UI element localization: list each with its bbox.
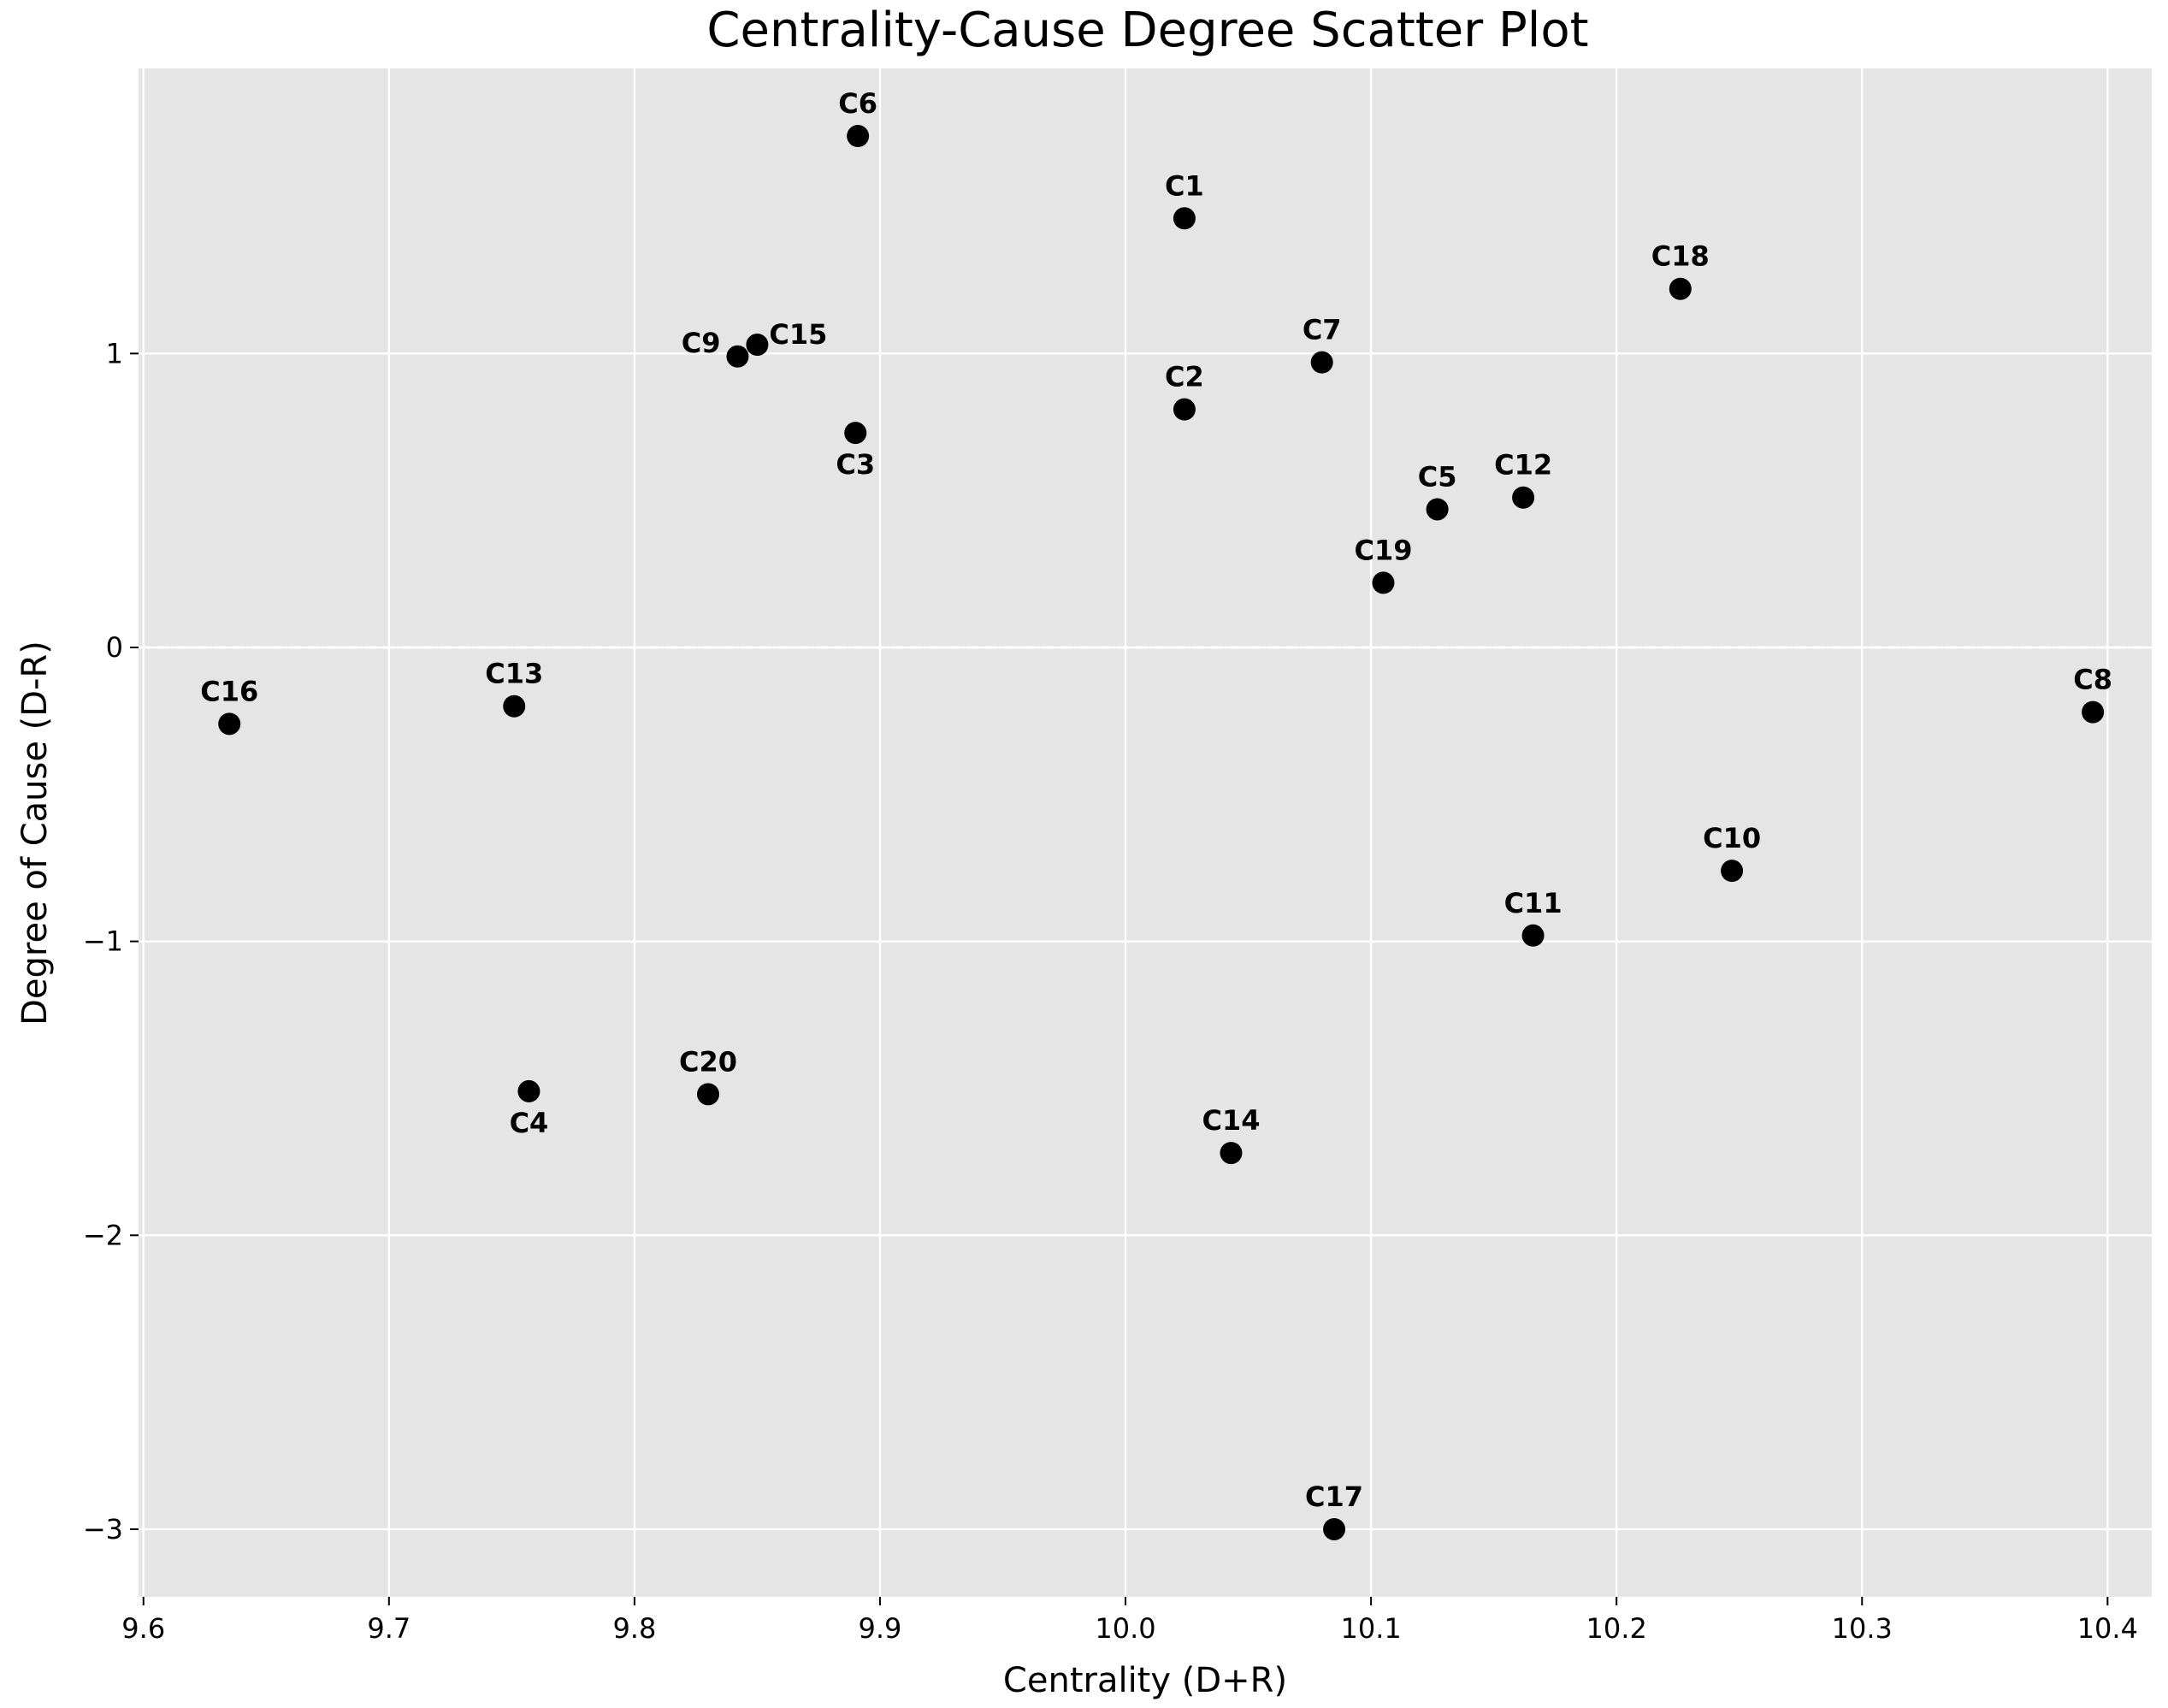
point-label-c2: C2 [1165, 361, 1204, 393]
x-tick-label: 10.1 [1340, 1612, 1401, 1645]
data-point-c6 [847, 125, 870, 148]
point-label-c5: C5 [1418, 460, 1457, 493]
data-point-c16 [218, 712, 241, 736]
point-label-c7: C7 [1303, 314, 1342, 346]
x-tick-label: 10.0 [1095, 1612, 1155, 1645]
x-tick-label: 10.4 [2077, 1612, 2138, 1645]
data-point-c18 [1669, 277, 1692, 300]
data-point-c5 [1426, 498, 1449, 521]
data-point-c11 [1521, 924, 1545, 947]
x-tick-label: 9.8 [612, 1612, 656, 1645]
data-point-c7 [1310, 351, 1333, 374]
point-label-c18: C18 [1651, 240, 1710, 273]
data-point-c10 [1721, 860, 1744, 883]
x-tick-label: 10.2 [1586, 1612, 1647, 1645]
x-tick-label: 9.9 [859, 1612, 902, 1645]
data-point-c2 [1173, 398, 1196, 421]
y-axis-label: Degree of Cause (D-R) [15, 641, 55, 1025]
data-point-c8 [2082, 700, 2105, 724]
plot-area [139, 68, 2152, 1597]
point-label-c17: C17 [1305, 1480, 1363, 1513]
point-label-c1: C1 [1165, 169, 1204, 202]
data-point-c15 [746, 334, 769, 357]
point-label-c13: C13 [485, 658, 543, 690]
data-point-c4 [517, 1079, 541, 1102]
point-label-c11: C11 [1504, 887, 1562, 919]
data-point-c13 [503, 694, 526, 718]
y-tick-label: 0 [106, 631, 123, 664]
point-label-c3: C3 [836, 448, 875, 481]
data-point-c19 [1372, 571, 1395, 594]
data-point-c17 [1323, 1517, 1346, 1540]
point-label-c16: C16 [200, 675, 258, 707]
point-label-c4: C4 [510, 1107, 549, 1139]
x-tick-label: 10.3 [1832, 1612, 1893, 1645]
data-point-c1 [1173, 207, 1196, 230]
point-label-c8: C8 [2073, 664, 2112, 696]
point-label-c19: C19 [1354, 534, 1412, 566]
x-tick-label: 9.6 [121, 1612, 165, 1645]
point-label-c15: C15 [769, 318, 827, 351]
point-label-c9: C9 [682, 327, 721, 359]
data-point-c3 [844, 422, 867, 445]
data-point-c20 [697, 1083, 720, 1106]
y-tick-label: −3 [83, 1513, 123, 1545]
x-tick-label: 9.7 [367, 1612, 411, 1645]
y-tick-label: −2 [83, 1219, 123, 1251]
data-points [218, 125, 2105, 1540]
point-labels: C1 C2 C3 C4 C5 C6 C7 C8 C9 C10 C11 C12 C13 C14 C15 C16 C… [200, 87, 2112, 1513]
point-label-c12: C12 [1494, 449, 1552, 482]
point-label-c20: C20 [679, 1045, 737, 1078]
y-tick-label: −1 [83, 925, 123, 958]
data-point-c12 [1512, 486, 1535, 509]
axis-ticks: 9.6 9.7 9.8 9.9 10.0 10.1 10.2 10.3 10.4 −3 −2 −1 0 1 [83, 337, 2138, 1645]
point-label-c10: C10 [1703, 822, 1761, 854]
data-point-c9 [726, 345, 749, 368]
point-label-c6: C6 [838, 87, 877, 120]
data-point-c14 [1220, 1142, 1243, 1165]
x-axis-label: Centrality (D+R) [1003, 1661, 1287, 1700]
point-label-c14: C14 [1202, 1104, 1260, 1137]
chart-title: Centrality-Cause Degree Scatter Plot [706, 3, 1588, 58]
y-tick-label: 1 [106, 337, 123, 369]
